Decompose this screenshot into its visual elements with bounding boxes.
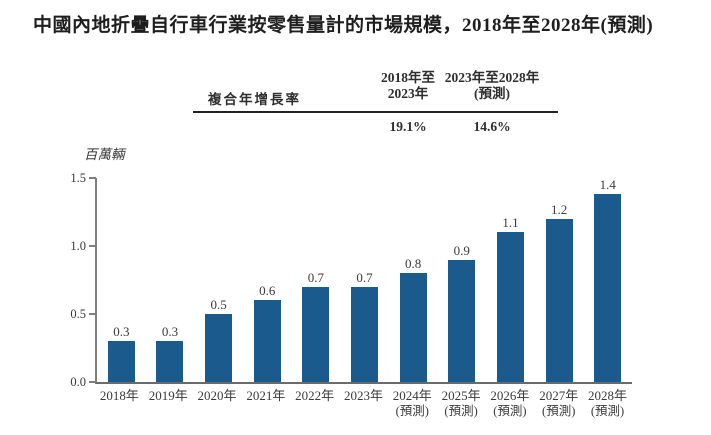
bar bbox=[107, 341, 135, 382]
x-axis-label-2020年: 2020年 bbox=[193, 388, 242, 419]
x-axis-label-2026年: 2026年 (預測) bbox=[486, 388, 535, 419]
y-axis-tick-label-1.0: 1.0 bbox=[70, 239, 86, 253]
bar-value-label: 0.8 bbox=[405, 256, 422, 272]
cagr-value-2018-2023: 19.1% bbox=[389, 119, 427, 134]
bar-group-2024年: 0.8 bbox=[389, 178, 438, 382]
x-axis-label-2027年: 2027年 (預測) bbox=[534, 388, 583, 419]
y-axis-tick-label-1.5: 1.5 bbox=[70, 171, 86, 185]
bar-value-label: 0.7 bbox=[307, 269, 324, 285]
y-axis-tick-label-0.5: 0.5 bbox=[70, 307, 86, 321]
bar-group-2028年: 1.4 bbox=[583, 178, 632, 382]
cagr-header-line1: 2023年至2028年 bbox=[444, 70, 540, 85]
x-axis-label-2019年: 2019年 bbox=[144, 388, 193, 419]
bar-value-label: 0.3 bbox=[161, 324, 179, 340]
x-axis-label-year: 2022年 bbox=[295, 388, 335, 403]
x-axis-label-year: 2028年 bbox=[588, 388, 628, 403]
x-axis-label-year: 2023年 bbox=[343, 388, 383, 403]
bar-group-2021年: 0.6 bbox=[243, 178, 292, 382]
bar bbox=[496, 232, 524, 382]
y-axis-tick-mark bbox=[89, 313, 96, 315]
cagr-value-2023-2028: 14.6% bbox=[473, 119, 511, 134]
bar bbox=[594, 194, 622, 382]
bar-group-2025年: 0.9 bbox=[437, 178, 486, 382]
cagr-header-line2: (預測) bbox=[474, 85, 510, 101]
x-axis-label-year: 2021年 bbox=[246, 388, 286, 403]
x-axis-label-2022年: 2022年 bbox=[290, 388, 339, 419]
bar-value-label: 0.9 bbox=[453, 242, 470, 258]
x-axis-label-forecast-note: (預測) bbox=[395, 403, 429, 418]
bar bbox=[156, 341, 184, 382]
x-axis-label-2025年: 2025年 (預測) bbox=[437, 388, 486, 419]
x-axis-label-2028年: 2028年 (預測) bbox=[583, 388, 632, 419]
bar bbox=[253, 300, 281, 382]
x-axis-label-year: 2020年 bbox=[197, 388, 237, 403]
bar bbox=[351, 286, 379, 382]
y-axis-tick-mark bbox=[89, 177, 96, 179]
bar-value-label: 1.1 bbox=[502, 215, 519, 231]
x-axis-label-2023年: 2023年 bbox=[339, 388, 388, 419]
x-axis-label-year: 2027年 bbox=[539, 388, 579, 403]
x-axis-label-2018年: 2018年 bbox=[95, 388, 144, 419]
bar-value-label: 0.5 bbox=[210, 297, 227, 312]
x-axis-label-forecast-note: (預測) bbox=[444, 403, 478, 418]
x-axis-label-2021年: 2021年 bbox=[241, 388, 290, 419]
bar-chart-plot-area: 0.3 0.3 0.5 0.6 0.7 0.7 0.8 0.9 1.1 1.2 1.4 bbox=[95, 178, 632, 384]
cagr-header-line2: 2023年 bbox=[387, 85, 429, 101]
x-axis-label-forecast-note: (預測) bbox=[590, 403, 625, 418]
bar-value-label: 0.6 bbox=[259, 283, 276, 299]
x-axis-label-year: 2024年 bbox=[392, 388, 432, 403]
bar-group-2027年: 1.2 bbox=[535, 178, 584, 382]
y-axis-tick-label-0.0: 0.0 bbox=[70, 375, 86, 389]
cagr-column-header-2023-2028: 2023年至2028年 (預測) bbox=[445, 70, 540, 102]
y-axis-tick-mark bbox=[89, 245, 96, 247]
bar-value-label: 1.4 bbox=[599, 177, 616, 192]
y-axis-tick-mark bbox=[89, 381, 96, 383]
bar bbox=[399, 273, 427, 382]
bar-group-2023年: 0.7 bbox=[340, 178, 389, 382]
bar-group-2020年: 0.5 bbox=[194, 178, 243, 382]
page-title: 中國內地折疊自行車行業按零售量計的市場規模，2018年至2028年(預測) bbox=[33, 15, 654, 36]
bar bbox=[545, 218, 573, 382]
x-axis-label-forecast-note: (預測) bbox=[493, 403, 527, 418]
bar bbox=[302, 286, 330, 382]
bar-value-label: 0.7 bbox=[356, 269, 373, 285]
x-axis-label-2024年: 2024年 (預測) bbox=[388, 388, 437, 419]
bar-group-2018年: 0.3 bbox=[97, 178, 146, 382]
cagr-header-line1: 2018年至 bbox=[381, 70, 435, 85]
bar bbox=[205, 314, 233, 382]
bar bbox=[448, 259, 476, 382]
x-axis-label-year: 2025年 bbox=[441, 388, 481, 403]
y-axis-unit-label: 百萬輛 bbox=[84, 147, 125, 162]
x-axis-label-year: 2019年 bbox=[148, 388, 188, 403]
bar-value-label: 1.2 bbox=[550, 201, 568, 217]
bar-group-2019年: 0.3 bbox=[146, 178, 195, 382]
x-axis-label-year: 2026年 bbox=[490, 388, 530, 403]
bar-value-label: 0.3 bbox=[113, 324, 130, 340]
x-axis-label-year: 2018年 bbox=[99, 388, 139, 403]
bar-group-2022年: 0.7 bbox=[292, 178, 341, 382]
x-axis-labels: 2018年 2019年 2020年 2021年 2022年 2023年 2024年 (預測) 2… bbox=[95, 388, 632, 419]
bar-group-2026年: 1.1 bbox=[486, 178, 535, 382]
cagr-header-rule bbox=[193, 111, 558, 113]
x-axis-label-forecast-note: (預測) bbox=[542, 403, 576, 418]
cagr-row-label: 複合年增長率 bbox=[208, 92, 301, 107]
cagr-column-header-2018-2023: 2018年至 2023年 bbox=[381, 70, 435, 102]
